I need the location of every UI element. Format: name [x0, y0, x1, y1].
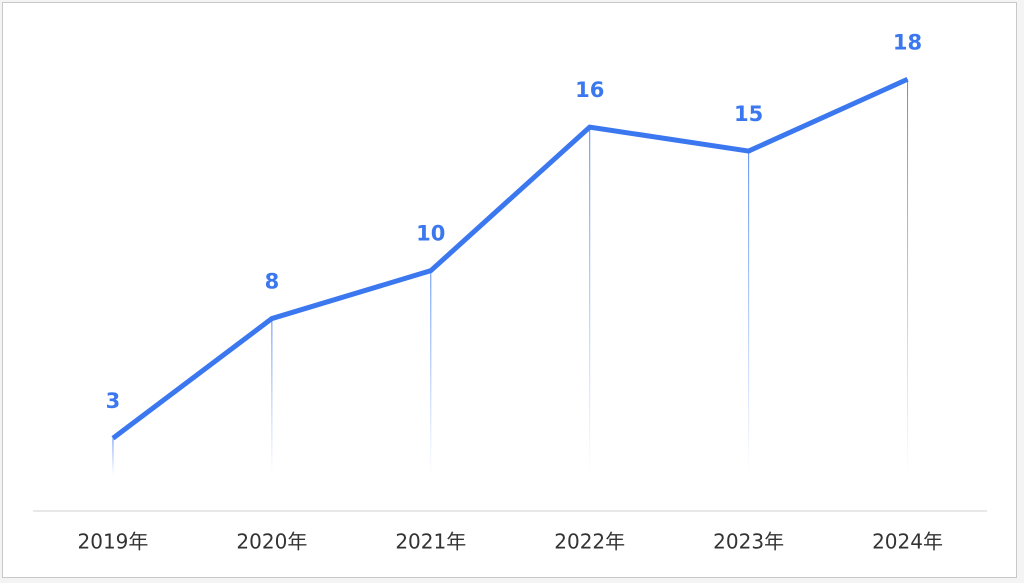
data-label: 15	[734, 102, 763, 126]
data-label: 10	[416, 222, 445, 246]
x-tick-label: 2021年	[395, 530, 466, 554]
data-label: 18	[893, 30, 922, 54]
data-label: 8	[265, 270, 280, 294]
x-tick-label: 2024年	[872, 530, 943, 554]
data-label: 16	[575, 78, 604, 102]
drop-line	[430, 270, 432, 475]
x-tick-label: 2019年	[78, 530, 149, 554]
chart-frame	[2, 2, 1017, 578]
line	[111, 76, 909, 441]
drop-line	[589, 127, 591, 476]
x-tick-label: 2023年	[713, 530, 784, 554]
x-tick-label: 2020年	[236, 530, 307, 554]
drop-line	[748, 151, 750, 476]
drop-line	[907, 79, 909, 475]
drop-line	[271, 318, 273, 475]
drop-line	[112, 438, 114, 475]
x-tick-label: 2022年	[554, 530, 625, 554]
data-label: 3	[106, 389, 121, 413]
